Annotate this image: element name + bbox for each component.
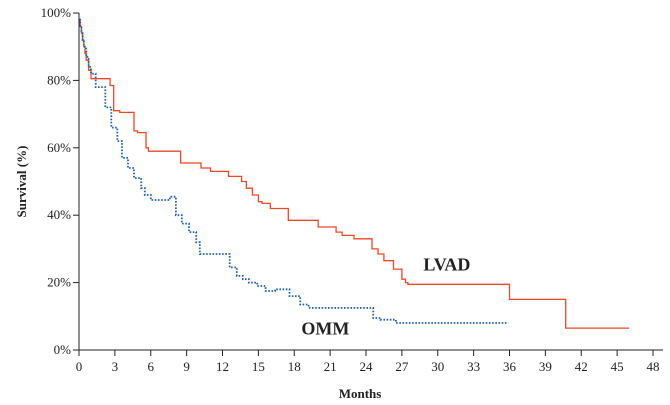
x-tick-label: 36 [503,359,517,374]
plot-lines [79,18,630,329]
y-axis-title: Survival (%) [14,146,29,218]
x-tick-label: 6 [148,359,155,374]
x-tick-label: 39 [539,359,552,374]
x-tick-label: 24 [360,359,374,374]
y-tick-label: 80% [47,72,71,87]
y-tick-label: 60% [47,140,71,155]
x-tick-label: 15 [252,359,265,374]
x-tick-label: 0 [76,359,83,374]
series-label-omm: OMM [301,318,349,338]
x-tick-label: 42 [575,359,588,374]
series-label-lvad: LVAD [423,255,470,275]
y-ticks: 0% 20% 40% 60% 80% 100% [41,5,79,357]
x-tick-label: 48 [647,359,660,374]
y-tick-label: 0% [54,342,72,357]
y-tick-label: 40% [47,207,71,222]
series-line-lvad [79,19,630,329]
y-tick-label: 100% [41,5,72,20]
x-ticks: 0 3 6 9 12 15 18 21 24 27 30 33 36 39 42 45 48 [76,350,660,374]
x-tick-label: 27 [395,359,409,374]
x-tick-label: 3 [112,359,119,374]
series-line-omm [79,18,509,324]
x-tick-label: 45 [611,359,624,374]
x-axis-title: Months [339,386,382,401]
x-tick-label: 30 [431,359,444,374]
x-tick-label: 33 [467,359,480,374]
x-tick-label: 12 [216,359,229,374]
x-tick-label: 21 [324,359,337,374]
x-tick-label: 9 [183,359,190,374]
y-tick-label: 20% [47,275,71,290]
x-tick-label: 18 [288,359,301,374]
